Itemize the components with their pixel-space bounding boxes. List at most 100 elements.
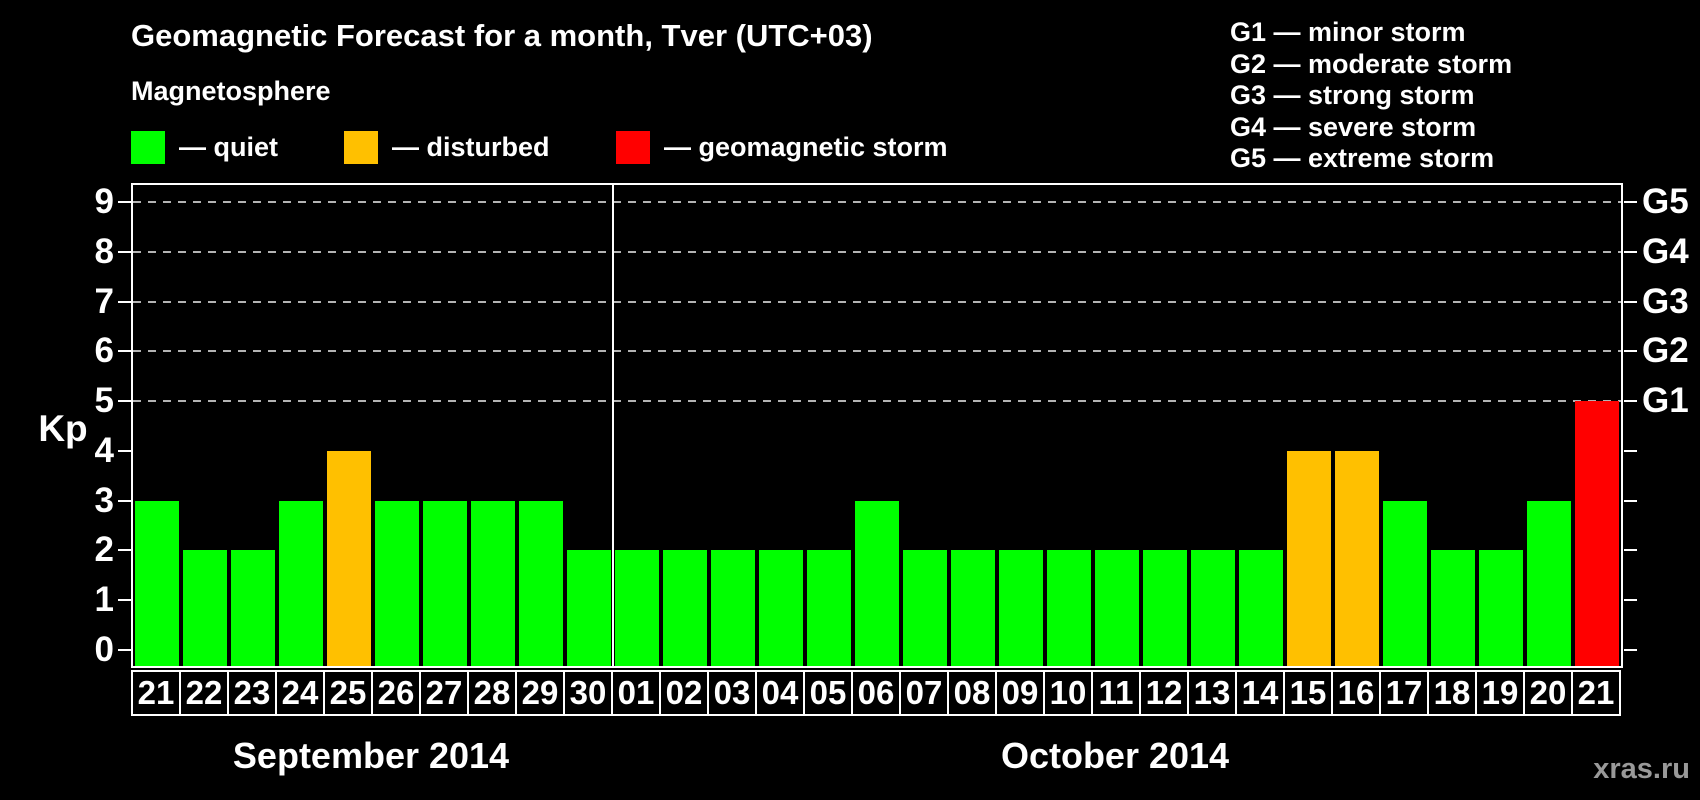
storm-scale-g4: G4 — severe storm bbox=[1230, 111, 1477, 142]
day-label-box: 30 bbox=[563, 670, 613, 716]
y-tick-left-9 bbox=[118, 200, 131, 203]
y-tick-left-4 bbox=[118, 449, 131, 452]
kp-bar-october-08 bbox=[951, 550, 995, 666]
disturbed-color-swatch bbox=[344, 131, 378, 164]
g-level-label-g2: G2 bbox=[1642, 331, 1689, 371]
y-tick-label-3: 3 bbox=[94, 480, 114, 520]
kp-bar-september-25 bbox=[327, 450, 371, 666]
y-tick-left-1 bbox=[118, 599, 131, 602]
month-label: October 2014 bbox=[1000, 735, 1230, 776]
watermark-xras-ru: xras.ru bbox=[1593, 753, 1690, 785]
y-tick-left-0 bbox=[118, 649, 131, 651]
day-label-box: 20 bbox=[1523, 670, 1573, 716]
day-label-box: 11 bbox=[1091, 670, 1141, 716]
kp-bar-september-28 bbox=[471, 500, 515, 666]
y-tick-right-3 bbox=[1624, 499, 1637, 502]
kp-bar-september-23 bbox=[231, 550, 275, 666]
y-tick-label-1: 1 bbox=[94, 580, 114, 620]
day-label-box: 28 bbox=[467, 670, 517, 716]
y-tick-label-7: 7 bbox=[94, 281, 114, 321]
kp-bar-october-13 bbox=[1191, 550, 1235, 666]
kp-bar-october-14 bbox=[1239, 550, 1283, 666]
day-label-box: 17 bbox=[1379, 670, 1429, 716]
day-label-box: 13 bbox=[1187, 670, 1237, 716]
day-label-box: 18 bbox=[1427, 670, 1477, 716]
grid-line-kp8 bbox=[133, 250, 1621, 253]
kp-bar-september-21 bbox=[135, 500, 179, 666]
day-label-box: 22 bbox=[179, 670, 229, 716]
month-label: September 2014 bbox=[232, 735, 510, 776]
y-tick-right-0 bbox=[1624, 649, 1637, 651]
kp-bar-september-22 bbox=[183, 550, 227, 666]
kp-bar-october-02 bbox=[663, 550, 707, 666]
y-tick-left-2 bbox=[118, 549, 131, 552]
y-tick-label-8: 8 bbox=[94, 231, 114, 271]
day-label-box: 25 bbox=[323, 670, 373, 716]
day-label-box: 24 bbox=[275, 670, 325, 716]
day-label-box: 02 bbox=[659, 670, 709, 716]
y-tick-right-7 bbox=[1624, 300, 1637, 303]
grid-line-kp5 bbox=[133, 400, 1621, 403]
kp-bar-october-07 bbox=[903, 550, 947, 666]
storm-scale-g5: G5 — extreme storm bbox=[1230, 143, 1495, 173]
kp-bar-september-26 bbox=[375, 500, 419, 666]
storm-scale-g1: G1 — minor storm bbox=[1230, 17, 1466, 47]
day-label-box: 26 bbox=[371, 670, 421, 716]
y-tick-label-0: 0 bbox=[94, 630, 114, 669]
plot-area bbox=[131, 183, 1623, 668]
y-tick-right-2 bbox=[1624, 549, 1637, 552]
day-label-box: 05 bbox=[803, 670, 853, 716]
kp-bar-september-29 bbox=[519, 500, 563, 666]
kp-bar-october-03 bbox=[711, 550, 755, 666]
g-level-label-g3: G3 bbox=[1642, 281, 1689, 321]
day-label-box: 21 bbox=[1571, 670, 1621, 716]
legend-item-storm: — geomagnetic storm bbox=[616, 131, 948, 164]
day-label-box: 27 bbox=[419, 670, 469, 716]
day-label-box: 07 bbox=[899, 670, 949, 716]
day-label-box: 16 bbox=[1331, 670, 1381, 716]
storm-scale-g3: G3 — strong storm bbox=[1230, 80, 1475, 110]
y-tick-right-5 bbox=[1624, 400, 1637, 403]
y-tick-left-7 bbox=[118, 300, 131, 303]
y-tick-right-8 bbox=[1624, 250, 1637, 253]
y-tick-label-2: 2 bbox=[94, 530, 114, 570]
day-label-box: 01 bbox=[611, 670, 661, 716]
y-tick-right-4 bbox=[1624, 449, 1637, 452]
y-tick-label-9: 9 bbox=[94, 181, 114, 221]
storm-scale-legend: G1 — minor storm G2 — moderate storm G3 … bbox=[1230, 17, 1512, 175]
y-tick-right-6 bbox=[1624, 350, 1637, 353]
kp-bar-september-24 bbox=[279, 500, 323, 666]
legend-label-quiet: — quiet bbox=[179, 132, 278, 162]
kp-bar-october-05 bbox=[807, 550, 851, 666]
chart-title: Geomagnetic Forecast for a month, Tver (… bbox=[131, 18, 873, 53]
day-label-box: 06 bbox=[851, 670, 901, 716]
y-axis-label: Kp bbox=[38, 408, 88, 449]
y-tick-left-8 bbox=[118, 250, 131, 253]
g-level-label-g1: G1 bbox=[1642, 381, 1689, 421]
y-tick-right-9 bbox=[1624, 200, 1637, 203]
day-label-box: 19 bbox=[1475, 670, 1525, 716]
kp-bar-october-19 bbox=[1479, 550, 1523, 666]
kp-bar-october-17 bbox=[1383, 500, 1427, 666]
month-divider bbox=[612, 185, 614, 666]
day-label-box: 15 bbox=[1283, 670, 1333, 716]
quiet-color-swatch bbox=[131, 131, 165, 164]
kp-bar-october-11 bbox=[1095, 550, 1139, 666]
day-label-box: 14 bbox=[1235, 670, 1285, 716]
g-level-label-g4: G4 bbox=[1642, 231, 1689, 271]
legend-item-quiet: — quiet bbox=[131, 131, 278, 164]
legend-label-storm: — geomagnetic storm bbox=[664, 132, 948, 162]
kp-bar-september-30 bbox=[567, 550, 611, 666]
grid-line-kp7 bbox=[133, 300, 1621, 303]
day-label-box: 04 bbox=[755, 670, 805, 716]
y-tick-label-4: 4 bbox=[94, 430, 114, 470]
legend-label-disturbed: — disturbed bbox=[392, 132, 550, 162]
kp-bar-september-27 bbox=[423, 500, 467, 666]
kp-bar-october-06 bbox=[855, 500, 899, 666]
g-level-label-g5: G5 bbox=[1642, 181, 1689, 221]
day-label-box: 09 bbox=[995, 670, 1045, 716]
kp-bar-october-01 bbox=[615, 550, 659, 666]
kp-bar-october-09 bbox=[999, 550, 1043, 666]
grid-line-kp9 bbox=[133, 200, 1621, 203]
